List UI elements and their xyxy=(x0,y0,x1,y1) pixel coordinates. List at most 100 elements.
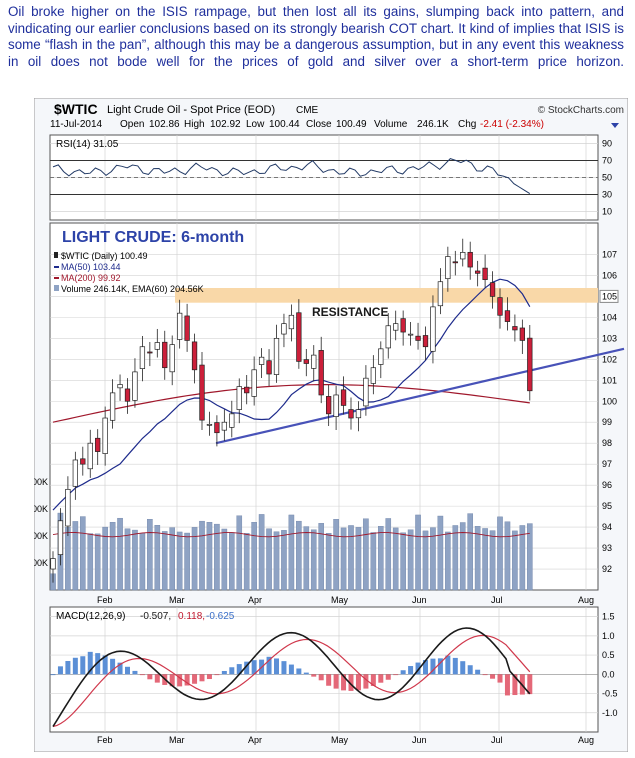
candle-body xyxy=(385,325,391,349)
candle-body xyxy=(378,348,384,365)
macd-month-label-apr: Apr xyxy=(248,735,262,745)
volume-bar xyxy=(437,515,444,591)
macd-tick-label: 1.0 xyxy=(602,631,615,641)
volume-bar xyxy=(318,523,325,591)
candle-body xyxy=(251,369,257,397)
macd-histogram-bar xyxy=(318,674,324,681)
volume-bar xyxy=(363,518,369,591)
intro-paragraph: Oil broke higher on the ISIS rampage, bu… xyxy=(8,4,624,69)
macd-tick-label: 0.0 xyxy=(602,669,615,679)
macd-histogram-bar xyxy=(244,661,250,675)
volume-bar xyxy=(65,527,71,591)
candle-body xyxy=(177,312,183,340)
chart-date: 11-Jul-2014 xyxy=(50,119,103,130)
candle-body xyxy=(467,251,473,268)
volume-bar xyxy=(310,529,317,591)
candle-body xyxy=(214,422,220,434)
volume-bar xyxy=(527,523,533,591)
month-label-mar: Mar xyxy=(169,595,185,605)
volume-bar xyxy=(228,532,235,591)
volume-bar xyxy=(251,522,257,591)
resistance-annotation: RESISTANCE xyxy=(312,305,388,319)
candle-body xyxy=(87,442,93,470)
candle-body xyxy=(139,346,146,369)
volume-bar xyxy=(504,521,511,591)
price-panel: RESISTANCE 400K 300K 200K 100K 92 93 94 95 96 97… xyxy=(27,222,625,591)
chart-canvas: $WTIC Light Crude Oil - Spot Price (EOD)… xyxy=(27,97,629,753)
macd-value: -0.507, xyxy=(140,611,171,622)
candle-body xyxy=(273,337,280,375)
macd-month-label-feb: Feb xyxy=(97,735,113,745)
candle-body xyxy=(437,281,444,307)
chg-label: Chg xyxy=(458,119,476,130)
candle-body xyxy=(288,314,295,330)
chart-credit: © StockCharts.com xyxy=(538,105,624,116)
candle-body xyxy=(199,364,205,421)
candle-body xyxy=(326,396,332,415)
candle-body xyxy=(281,323,287,335)
rsi-panel: 10 30 50 70 90 RSI(14) 31.05 xyxy=(49,134,612,221)
candle-body xyxy=(266,360,272,375)
legend-ma200: MA(200) 99.92 xyxy=(61,273,121,283)
volume-bar xyxy=(169,527,176,591)
macd-histogram-bar xyxy=(423,660,428,675)
macd-histogram-bar xyxy=(169,674,175,687)
candle-body xyxy=(124,388,131,402)
resistance-band xyxy=(175,288,598,303)
candle-body xyxy=(445,256,451,280)
volume-bar xyxy=(452,525,459,591)
macd-histogram-bar xyxy=(288,664,294,675)
candle-body xyxy=(407,333,414,336)
price-legend: $WTIC (Daily) 100.49 MA(50) 103.44 MA(20… xyxy=(54,251,204,294)
macd-panel: -1.0 -0.5 0.0 0.5 1.0 1.5 MACD(12,26,9) -0.50… xyxy=(49,606,618,733)
macd-histogram-bar xyxy=(504,674,510,696)
macd-histogram-bar xyxy=(95,653,101,675)
candle-body xyxy=(430,306,436,352)
price-tick-label: 104 xyxy=(602,312,617,322)
candle-body xyxy=(422,335,429,348)
volume-bar xyxy=(161,531,168,591)
macd-histogram-bar xyxy=(274,658,279,675)
support-trendline xyxy=(215,347,625,445)
legend-price: $WTIC (Daily) 100.49 xyxy=(61,251,148,261)
macd-month-label-aug: Aug xyxy=(578,735,594,745)
month-label-jul: Jul xyxy=(491,595,503,605)
volume-bar xyxy=(378,526,384,591)
volume-bar xyxy=(355,527,362,591)
volume-bar xyxy=(266,528,272,591)
volume-bar xyxy=(243,533,250,591)
macd-histogram-bar xyxy=(370,674,376,686)
candle-body xyxy=(65,488,71,527)
volume-ema-line xyxy=(52,532,530,538)
volume-bar xyxy=(415,514,421,591)
month-axis-top: Feb Mar Apr May Jun Jul Aug xyxy=(97,595,594,605)
candle-body xyxy=(296,312,302,362)
macd-histogram-bar xyxy=(221,670,227,675)
volume-bar xyxy=(72,521,79,591)
candle-body xyxy=(512,326,518,331)
volume-bar xyxy=(303,526,310,591)
volume-bar xyxy=(489,530,496,591)
candle-body xyxy=(475,270,481,274)
macd-histogram-bar xyxy=(333,674,339,689)
candle-body xyxy=(519,327,525,341)
macd-histogram-bar xyxy=(266,656,272,675)
candle-body xyxy=(191,341,198,371)
candle-body xyxy=(236,386,242,410)
volume-bar xyxy=(459,522,466,591)
candle-body xyxy=(348,409,354,419)
open-label: Open xyxy=(120,119,144,130)
macd-histogram-bar xyxy=(512,674,518,696)
volume-bar xyxy=(80,516,86,591)
macd-tick-label: 0.5 xyxy=(602,650,615,660)
volume-bar xyxy=(340,527,347,591)
rsi-tick-label: 90 xyxy=(602,139,612,149)
month-label-feb: Feb xyxy=(97,595,113,605)
candle-body xyxy=(221,421,228,431)
candle-body xyxy=(206,423,213,426)
macd-histogram-bar xyxy=(527,674,533,695)
volume-bar xyxy=(132,529,138,591)
dropdown-arrow-icon xyxy=(611,123,619,128)
macd-month-label-may: May xyxy=(331,735,349,745)
macd-frame xyxy=(49,606,599,733)
